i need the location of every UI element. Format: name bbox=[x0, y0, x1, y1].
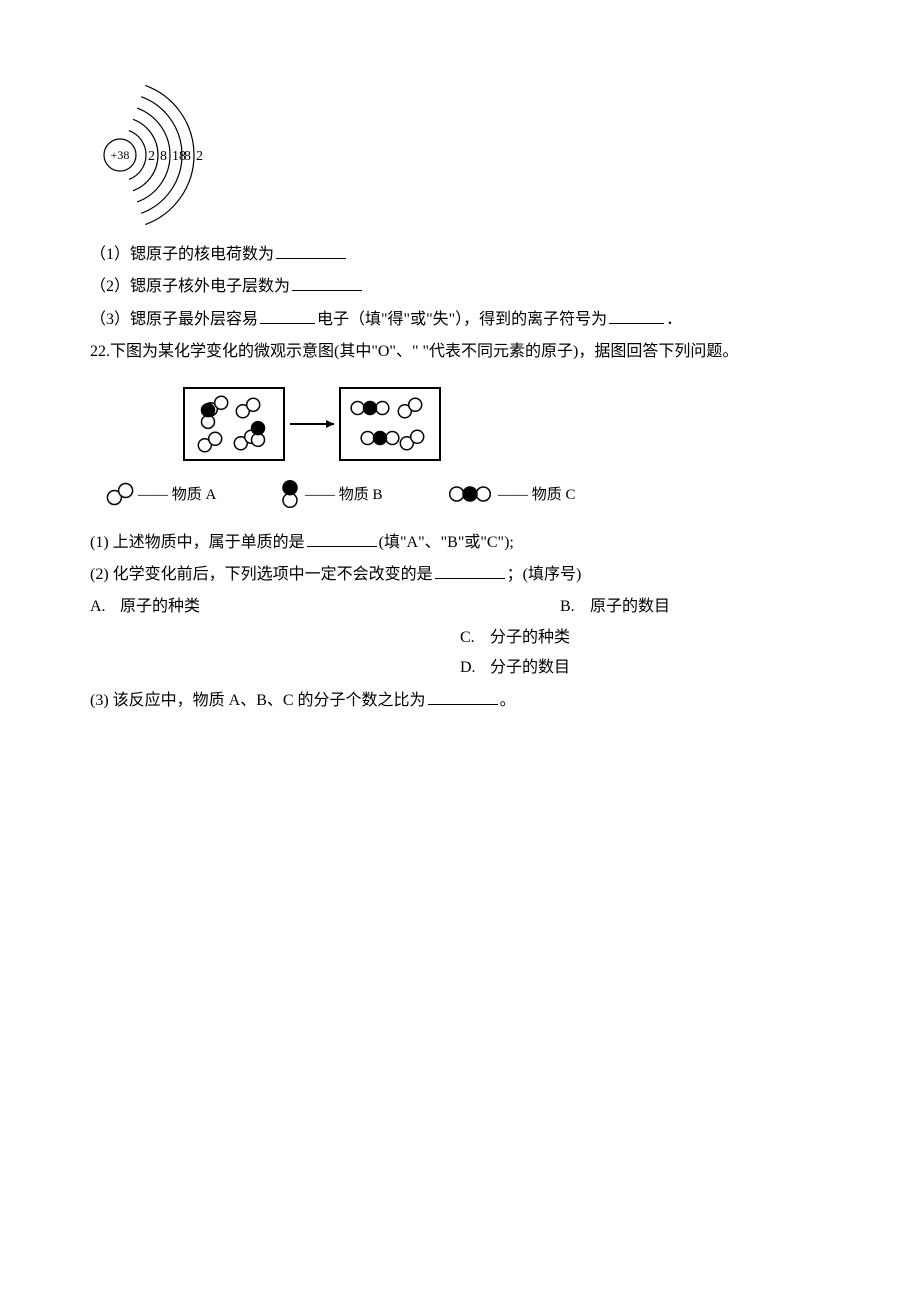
q22-item-2b: ；(填序号) bbox=[507, 566, 582, 583]
q22-item-1b: (填"A"、"B"或"C"); bbox=[379, 534, 514, 551]
opt-d-label: D. bbox=[460, 653, 490, 683]
reaction-diagram bbox=[180, 380, 830, 470]
q22-item-1a: (1) 上述物质中，属于单质的是 bbox=[90, 534, 305, 551]
svg-text:2: 2 bbox=[196, 149, 203, 164]
q22-item-3b: 。 bbox=[500, 692, 516, 709]
svg-text:8: 8 bbox=[184, 149, 191, 164]
q22-intro: 22.下图为某化学变化的微观示意图(其中"O"、" "代表不同元素的原子)，据图… bbox=[90, 337, 830, 367]
opt-a-label: A. bbox=[90, 592, 120, 622]
q22-item-2: (2) 化学变化前后，下列选项中一定不会改变的是 ；(填序号) bbox=[90, 560, 830, 590]
blank bbox=[260, 307, 315, 324]
q22-intro-text: 22.下图为某化学变化的微观示意图(其中"O"、" "代表不同元素的原子)，据图… bbox=[90, 343, 738, 360]
q22-item-1: (1) 上述物质中，属于单质的是 (填"A"、"B"或"C"); bbox=[90, 528, 830, 558]
q21-item-1-text: （1）锶原子的核电荷数为 bbox=[90, 246, 274, 263]
svg-text:—— 物质 C: —— 物质 C bbox=[497, 486, 576, 503]
svg-text:+38: +38 bbox=[111, 148, 130, 162]
q21-item-1: （1）锶原子的核电荷数为 bbox=[90, 240, 830, 270]
q21-item-3: （3）锶原子最外层容易 电子（填"得"或"失"），得到的离子符号为 ． bbox=[90, 305, 830, 335]
svg-text:—— 物质 B: —— 物质 B bbox=[304, 486, 383, 503]
q21-item-2: （2）锶原子核外电子层数为 bbox=[90, 272, 830, 302]
opt-b-label: B. bbox=[560, 592, 590, 622]
blank bbox=[428, 688, 498, 705]
svg-text:—— 物质 A: —— 物质 A bbox=[137, 486, 217, 503]
atom-structure-diagram: +38281882 bbox=[90, 80, 830, 230]
svg-text:8: 8 bbox=[160, 149, 167, 164]
opt-c-label: C. bbox=[460, 623, 490, 653]
reaction-legend: —— 物质 A —— 物质 B —— 物质 C bbox=[100, 476, 830, 516]
q22-item-2a: (2) 化学变化前后，下列选项中一定不会改变的是 bbox=[90, 566, 433, 583]
blank bbox=[307, 530, 377, 547]
opt-d-text: 分子的数目 bbox=[490, 653, 570, 683]
q21-item-3a: （3）锶原子最外层容易 bbox=[90, 311, 258, 328]
q22-options: A. 原子的种类 B. 原子的数目 C. 分子的种类 D. 分子的数目 bbox=[90, 592, 830, 683]
q22-item-3a: (3) 该反应中，物质 A、B、C 的分子个数之比为 bbox=[90, 692, 426, 709]
q21-item-2-text: （2）锶原子核外电子层数为 bbox=[90, 278, 290, 295]
q21-item-3b: 电子（填"得"或"失"），得到的离子符号为 bbox=[317, 311, 607, 328]
opt-a-text: 原子的种类 bbox=[120, 592, 560, 622]
blank bbox=[292, 274, 362, 291]
blank bbox=[609, 307, 664, 324]
opt-b-text: 原子的数目 bbox=[590, 592, 670, 622]
opt-c-text: 分子的种类 bbox=[490, 623, 570, 653]
blank bbox=[276, 242, 346, 259]
blank bbox=[435, 562, 505, 579]
q22-item-3: (3) 该反应中，物质 A、B、C 的分子个数之比为 。 bbox=[90, 686, 830, 716]
svg-text:2: 2 bbox=[148, 149, 155, 164]
q21-item-3c: ． bbox=[666, 311, 682, 328]
